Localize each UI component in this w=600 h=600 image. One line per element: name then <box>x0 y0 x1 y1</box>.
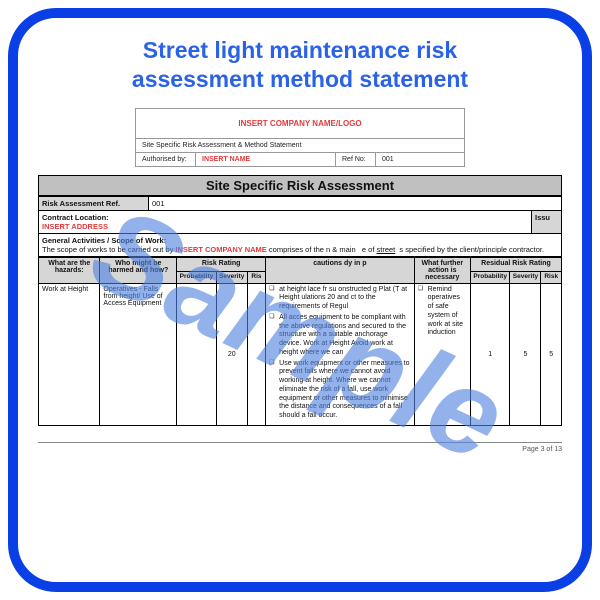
cell-res-risk: 5 <box>541 283 562 425</box>
col-precautions: cautions dy in p <box>266 257 414 283</box>
auth-value: INSERT NAME <box>196 152 336 166</box>
title-line-1: Street light maintenance risk <box>143 37 457 63</box>
col-risk: Ris <box>247 271 265 283</box>
cell-who: Operatives - Falls from height/ Use of A… <box>100 283 177 425</box>
col-residual: Residual Risk Rating <box>470 257 561 271</box>
col-hazard: What are the hazards: <box>39 257 100 283</box>
cell-res-prob: 1 <box>470 283 510 425</box>
document-body: Site Specific Risk Assessment Risk Asses… <box>38 175 562 453</box>
doc-subtitle: Site Specific Risk Assessment & Method S… <box>136 138 465 152</box>
refno-label: Ref No: <box>336 152 376 166</box>
company-header-box: INSERT COMPANY NAME/LOGO Site Specific R… <box>135 108 465 167</box>
ra-ref-label: Risk Assessment Ref. <box>39 196 149 210</box>
content-area: Street light maintenance risk assessment… <box>18 18 582 582</box>
contract-value: INSERT ADDRESS <box>42 222 108 231</box>
cell-prob <box>177 283 217 425</box>
blue-frame: Street light maintenance risk assessment… <box>8 8 592 592</box>
sra-heading: Site Specific Risk Assessment <box>38 175 562 196</box>
cell-further: Remind operatives of safe system of work… <box>414 283 470 425</box>
scope-f1: n & main <box>326 245 356 254</box>
contract-location-cell: Contract Location: INSERT ADDRESS <box>39 210 532 233</box>
table-row: Work at Height Operatives - Falls from h… <box>39 283 562 425</box>
further-item: Remind operatives of safe system of work… <box>418 286 467 339</box>
risk-table: What are the hazards: Who might be harme… <box>38 257 562 426</box>
col-sev: Severity <box>216 271 247 283</box>
insert-logo-cell: INSERT COMPANY NAME/LOGO <box>136 108 465 138</box>
col-res-risk: Risk <box>541 271 562 283</box>
page-footer: Page 3 of 13 <box>38 442 562 453</box>
col-further: What further action is necessary <box>414 257 470 283</box>
scope-f3: street <box>376 245 395 254</box>
col-res-sev: Severity <box>510 271 541 283</box>
scope-insert: INSERT COMPANY NAME <box>175 245 266 254</box>
scope-suffix: s specified by the client/principle cont… <box>399 245 544 254</box>
col-rating: Risk Rating <box>177 257 266 271</box>
cell-precautions: at height lace fr su onstructed g Plat (… <box>266 283 414 425</box>
scope-cell: General Activities / Scope of Work: The … <box>39 233 562 256</box>
cell-res-sev: 5 <box>510 283 541 425</box>
precaution-item: Use work equipment or other measures to … <box>269 360 410 421</box>
scope-mid: comprises of the <box>267 245 326 254</box>
precaution-item: All acces equipment to be compliant with… <box>269 314 410 358</box>
col-who: Who might be harmed and how? <box>100 257 177 283</box>
contract-label: Contract Location: <box>42 213 109 222</box>
title-line-2: assessment method statement <box>132 66 468 92</box>
ra-ref-value: 001 <box>149 196 562 210</box>
auth-label: Authorised by: <box>136 152 196 166</box>
page-title: Street light maintenance risk assessment… <box>38 36 562 94</box>
cell-hazard: Work at Height <box>39 283 100 425</box>
refno-value: 001 <box>376 152 465 166</box>
col-res-prob: Probability <box>470 271 510 283</box>
scope-f2: e of <box>362 245 377 254</box>
scope-prefix: The scope of works to be carried out by <box>42 245 175 254</box>
cell-sev: 20 <box>216 283 247 425</box>
issue-label: Issu <box>532 210 562 233</box>
scope-heading: General Activities / Scope of Work: <box>42 236 166 245</box>
cell-risk <box>247 283 265 425</box>
col-prob: Probability <box>177 271 217 283</box>
sra-meta-table: Risk Assessment Ref. 001 Contract Locati… <box>38 196 562 257</box>
company-header-table: INSERT COMPANY NAME/LOGO Site Specific R… <box>135 108 465 167</box>
precaution-item: at height lace fr su onstructed g Plat (… <box>269 286 410 312</box>
